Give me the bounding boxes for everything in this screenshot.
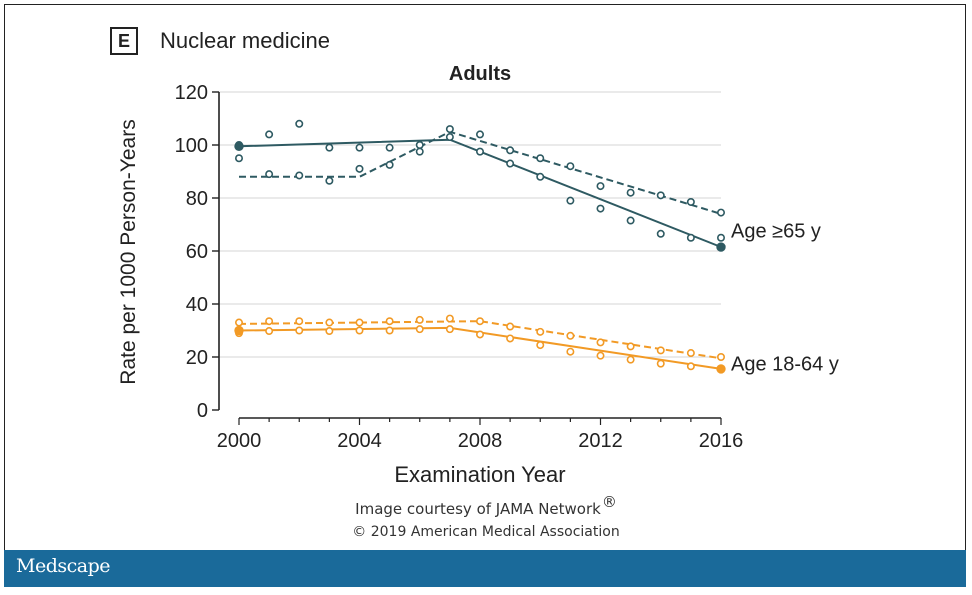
- data-point: [566, 331, 575, 340]
- data-point: [566, 162, 575, 171]
- data-point: [716, 352, 725, 361]
- data-point: [596, 204, 605, 213]
- fit-point-marker: [234, 325, 244, 336]
- data-point: [686, 362, 695, 371]
- data-point: [385, 326, 394, 335]
- x-tick-label: 2000: [217, 430, 262, 452]
- credit-text: Image courtesy of JAMA Network: [355, 500, 601, 518]
- data-point: [716, 233, 725, 242]
- data-point: [596, 338, 605, 347]
- data-point: [385, 160, 394, 169]
- data-point: [385, 143, 394, 152]
- data-point: [325, 176, 334, 185]
- medscape-logo[interactable]: Medscape: [16, 555, 111, 577]
- fit-line-dashed: [238, 320, 722, 360]
- data-point: [355, 326, 364, 335]
- data-point: [626, 188, 635, 197]
- registered-mark: ®: [601, 493, 617, 511]
- image-credit: Image courtesy of JAMA Network®: [0, 493, 972, 518]
- data-point: [536, 172, 545, 181]
- data-point: [716, 208, 725, 217]
- data-point: [656, 229, 665, 238]
- series-label: Age ≥65 y: [731, 220, 821, 242]
- data-point: [686, 197, 695, 206]
- fit-point-marker: [716, 364, 726, 374]
- data-point: [475, 147, 484, 156]
- data-point: [415, 315, 424, 324]
- chart-title: Adults: [449, 63, 511, 85]
- data-point: [235, 154, 244, 163]
- data-point: [475, 317, 484, 326]
- data-point: [295, 171, 304, 180]
- data-point: [536, 154, 545, 163]
- data-point: [506, 146, 515, 155]
- data-point: [265, 130, 274, 139]
- y-tick-label: 100: [175, 135, 208, 157]
- data-point: [445, 314, 454, 323]
- data-point: [415, 147, 424, 156]
- data-point: [566, 196, 575, 205]
- y-axis-label: Rate per 1000 Person-Years: [117, 119, 140, 384]
- y-tick-label: 40: [186, 294, 208, 316]
- data-point: [536, 341, 545, 350]
- data-point: [355, 318, 364, 327]
- data-point: [475, 130, 484, 139]
- footer-bar: Medscape: [4, 550, 966, 587]
- y-tick-label: 120: [175, 82, 208, 104]
- data-point: [325, 327, 334, 336]
- data-point: [355, 164, 364, 173]
- y-tick-label: 20: [186, 347, 208, 369]
- data-point: [385, 317, 394, 326]
- data-point: [415, 325, 424, 334]
- data-point: [445, 125, 454, 134]
- data-point: [506, 334, 515, 343]
- data-point: [596, 351, 605, 360]
- data-point: [506, 159, 515, 168]
- panel-label: E: [110, 27, 138, 55]
- data-point: [536, 327, 545, 336]
- panel-title: Nuclear medicine: [160, 28, 330, 53]
- data-point: [445, 325, 454, 334]
- data-point: [265, 317, 274, 326]
- data-point: [235, 318, 244, 327]
- data-point: [415, 141, 424, 150]
- figure-frame: [4, 4, 966, 587]
- x-tick-label: 2004: [337, 430, 382, 452]
- x-tick-label: 2012: [578, 430, 623, 452]
- data-point: [656, 191, 665, 200]
- data-point: [626, 216, 635, 225]
- fit-point-marker: [234, 141, 244, 152]
- x-tick-label: 2008: [458, 430, 503, 452]
- y-tick-label: 80: [186, 188, 208, 210]
- data-point: [626, 355, 635, 364]
- data-point: [475, 330, 484, 339]
- data-point: [506, 322, 515, 331]
- data-point: [445, 133, 454, 142]
- data-point: [325, 318, 334, 327]
- x-axis-label: Examination Year: [394, 462, 565, 487]
- data-point: [626, 342, 635, 351]
- data-point: [355, 143, 364, 152]
- data-point: [265, 327, 274, 336]
- data-point: [566, 347, 575, 356]
- fit-point-marker: [716, 242, 726, 252]
- y-tick-label: 0: [197, 400, 208, 422]
- data-point: [295, 317, 304, 326]
- data-point: [325, 143, 334, 152]
- data-point: [265, 170, 274, 179]
- y-tick-label: 60: [186, 241, 208, 263]
- series-label: Age 18-64 y: [731, 354, 839, 376]
- data-point: [656, 346, 665, 355]
- data-point: [686, 233, 695, 242]
- copyright-notice: © 2019 American Medical Association: [352, 524, 620, 540]
- data-point: [686, 349, 695, 358]
- data-point: [596, 182, 605, 191]
- x-tick-label: 2016: [699, 430, 744, 452]
- data-point: [295, 326, 304, 335]
- data-point: [656, 359, 665, 368]
- fit-line-solid: [238, 138, 722, 248]
- data-point: [295, 119, 304, 128]
